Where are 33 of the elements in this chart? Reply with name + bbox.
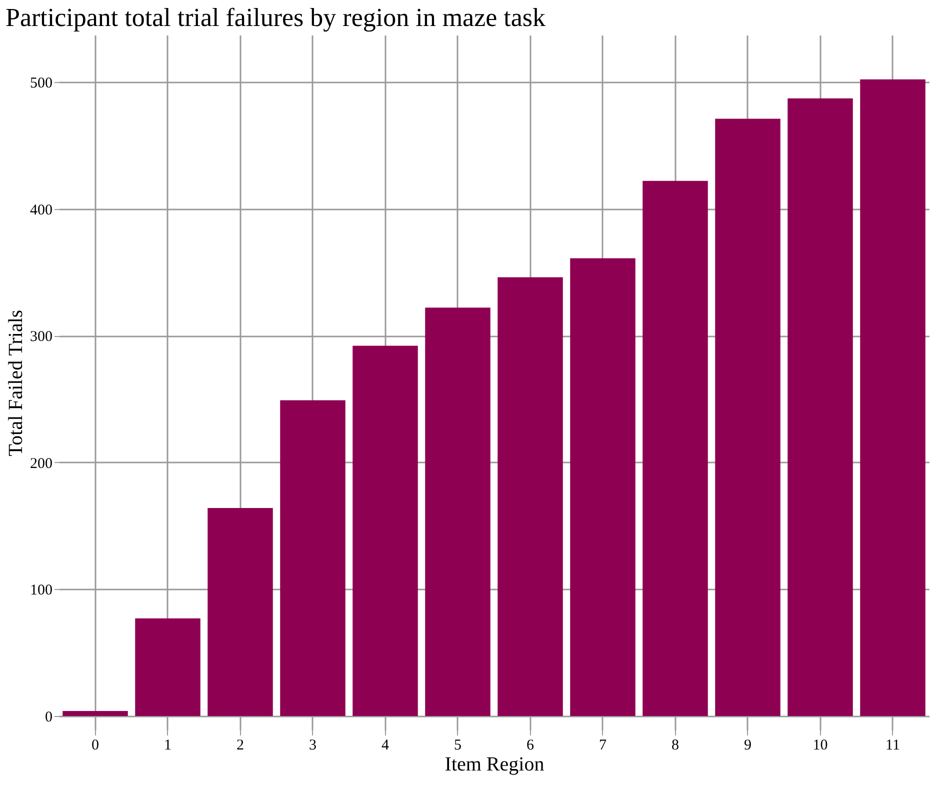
x-tick-label: 3 xyxy=(309,738,316,754)
bar xyxy=(352,346,418,716)
bar xyxy=(208,508,273,716)
x-axis-title: Item Region xyxy=(444,754,544,776)
x-tick-label: 4 xyxy=(382,738,390,754)
bar xyxy=(280,400,346,716)
y-tick-label: 400 xyxy=(30,202,52,218)
x-tick-label: 1 xyxy=(164,738,172,754)
x-tick-label: 10 xyxy=(812,738,828,754)
x-tick-label: 11 xyxy=(886,738,900,754)
y-tick-label: 100 xyxy=(30,582,52,599)
bar xyxy=(62,710,128,716)
bar xyxy=(425,308,490,716)
x-tick-label: 7 xyxy=(599,738,607,754)
y-axis-title: Total Failed Trials xyxy=(5,310,27,456)
y-tick-label: 200 xyxy=(30,456,52,472)
x-tick-label: 6 xyxy=(526,738,534,754)
y-tick-label: 300 xyxy=(30,329,52,346)
chart-title: Participant total trial failures by region in maze task xyxy=(6,3,546,32)
bar xyxy=(570,258,636,716)
x-tick-label: 2 xyxy=(236,738,244,754)
bar xyxy=(715,118,780,716)
x-tick-label: 9 xyxy=(744,738,752,754)
bar xyxy=(498,277,563,716)
bar xyxy=(642,180,708,716)
x-tick-label: 0 xyxy=(92,738,99,754)
x-tick-label: 8 xyxy=(672,738,679,754)
x-tick-label: 5 xyxy=(454,738,462,754)
bar xyxy=(860,79,926,716)
bar xyxy=(135,618,200,716)
y-tick-label: 0 xyxy=(45,710,52,726)
bar xyxy=(788,98,853,716)
y-tick-label: 500 xyxy=(30,75,52,92)
